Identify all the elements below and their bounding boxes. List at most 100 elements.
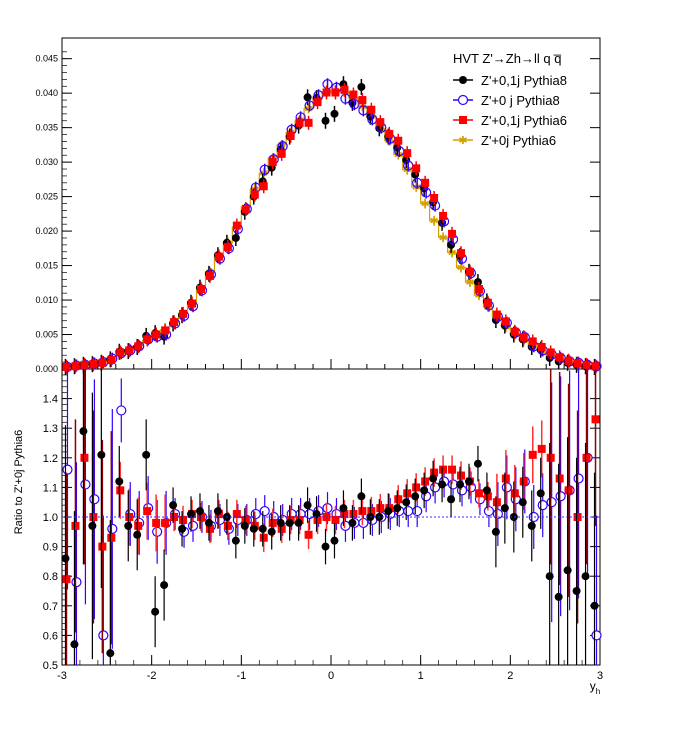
ratio-p8-01j-marker — [321, 542, 330, 551]
bottom-y-tick-label: 0.8 — [43, 571, 58, 583]
p6-01j-marker — [259, 182, 268, 191]
p6-01j-marker — [286, 131, 295, 140]
ratio-p6-01j-marker — [367, 507, 376, 516]
ratio-p6-01j-marker — [62, 575, 71, 584]
top-y-tick-label: 0.040 — [35, 88, 58, 98]
ratio-p6-01j-marker — [143, 507, 152, 516]
ratio-p8-0j-marker — [89, 494, 100, 505]
p8-01j-marker — [402, 156, 411, 165]
ratio-p8-01j-marker — [115, 477, 124, 486]
p8-0j-marker — [349, 99, 360, 110]
ratio-p6-01j-marker — [430, 468, 439, 477]
p6-01j-marker — [537, 342, 546, 351]
ratio-p6-01j-marker — [259, 533, 268, 542]
ratio-p6-01j-marker — [483, 492, 492, 501]
ratio-p8-01j-marker — [106, 649, 115, 658]
ratio-p8-0j-marker — [107, 523, 118, 534]
ratio-p6-01j-marker — [537, 444, 546, 453]
ratio-p8-01j-marker — [438, 480, 447, 489]
p8-01j-marker — [231, 233, 240, 242]
ratio-p8-01j-marker — [581, 572, 590, 581]
p6-01j-marker — [340, 85, 349, 94]
ratio-p8-0j-marker — [546, 497, 557, 508]
ratio-p6-01j-marker — [179, 515, 188, 524]
p6-01j-marker — [564, 356, 573, 365]
ratio-p8-01j-marker — [124, 521, 133, 530]
ratio-p6-01j-marker — [358, 507, 367, 516]
p6-01j-marker — [152, 330, 161, 339]
ratio-p6-01j-marker — [196, 513, 205, 521]
ratio-p8-01j-marker — [491, 527, 500, 536]
p6-01j-marker — [205, 271, 214, 280]
bottom-x-axis-title: yh — [590, 679, 600, 696]
ratio-p8-01j-marker — [61, 554, 70, 563]
ratio-p6-01j-marker — [340, 510, 349, 519]
ratio-p6-01j-marker — [241, 515, 250, 524]
ratio-p8-01j-marker — [456, 480, 465, 489]
p6-01j-marker — [295, 118, 304, 127]
ratio-p6-01j-marker — [492, 498, 501, 507]
p8-01j-marker — [473, 278, 482, 287]
p6-01j-marker — [394, 136, 403, 145]
ratio-p8-01j-marker — [554, 592, 563, 601]
bottom-x-tick-label: -3 — [57, 670, 67, 682]
ratio-p8-01j-marker — [482, 486, 491, 495]
ratio-p6-01j-marker — [232, 510, 241, 519]
ratio-p6-01j-marker — [80, 453, 89, 462]
ratio-p6-01j-marker — [591, 415, 600, 424]
p6-0j-marker: ✱ — [438, 232, 447, 244]
bottom-x-tick-label: -1 — [236, 670, 246, 682]
ratio-p8-01j-marker — [590, 601, 599, 610]
ratio-p8-01j-marker — [572, 587, 581, 595]
ratio-p6-01j-marker — [448, 465, 457, 474]
p6-01j-marker — [241, 205, 250, 214]
p6-0j-marker: ✱ — [358, 101, 367, 113]
ratio-p8-01j-marker — [429, 474, 438, 483]
bottom-y-tick-label: 1.0 — [43, 512, 58, 524]
ratio-p8-01j-marker — [312, 510, 321, 519]
p6-01j-marker — [528, 337, 537, 346]
ratio-p8-01j-marker — [384, 507, 393, 516]
p6-01j-marker — [448, 229, 457, 238]
p6-01j-marker — [591, 362, 600, 371]
ratio-p6-01j-marker — [107, 533, 116, 542]
ratio-p6-01j-marker — [223, 521, 232, 530]
ratio-p8-01j-marker — [267, 527, 276, 536]
ratio-p8-0j-marker — [483, 505, 495, 517]
p6-0j-marker: ✱ — [403, 165, 412, 177]
legend-label: Z'+0,1j Pythia8 — [481, 73, 567, 88]
p6-01j-marker — [304, 118, 313, 127]
p6-01j-marker — [313, 98, 322, 107]
ratio-p6-01j-marker — [421, 477, 430, 486]
p6-01j-marker — [573, 359, 582, 368]
ratio-p8-0j-marker — [98, 630, 109, 641]
ratio-p8-01j-marker — [509, 513, 518, 521]
p6-01j-marker — [492, 310, 501, 319]
bottom-x-tick-label: 2 — [507, 670, 513, 682]
ratio-p8-01j-marker — [187, 510, 196, 519]
ratio-p8-01j-marker — [285, 518, 294, 527]
bottom-y-tick-label: 0.9 — [43, 542, 58, 554]
ratio-p6-01j-marker — [313, 515, 322, 524]
bottom-y-tick-label: 1.3 — [43, 423, 58, 435]
ratio-p8-01j-marker — [411, 492, 420, 501]
legend-label: Z'+0j Pythia6 — [481, 133, 556, 148]
bottom-x-tick-label: 0 — [328, 670, 334, 682]
ratio-p8-01j-marker — [79, 427, 88, 436]
p6-01j-marker — [116, 348, 125, 357]
ratio-p8-0j-marker — [62, 464, 73, 475]
ratio-p6-01j-marker — [573, 513, 582, 521]
ratio-p8-01j-marker — [500, 504, 509, 513]
p6-01j-marker — [582, 360, 591, 369]
p6-01j-marker — [349, 90, 358, 99]
legend-marker — [457, 94, 469, 106]
p6-01j-marker — [367, 105, 376, 114]
p6-0j-marker: ✱ — [465, 277, 474, 289]
bottom-y-axis-title: Ratio to Z'+0j Pythia6 — [13, 430, 25, 535]
ratio-p6-01j-marker — [349, 510, 358, 519]
p8-01j-marker — [303, 93, 312, 102]
p6-01j-marker — [107, 356, 116, 365]
p6-01j-marker — [232, 221, 241, 230]
ratio-p8-01j-marker — [70, 640, 79, 649]
